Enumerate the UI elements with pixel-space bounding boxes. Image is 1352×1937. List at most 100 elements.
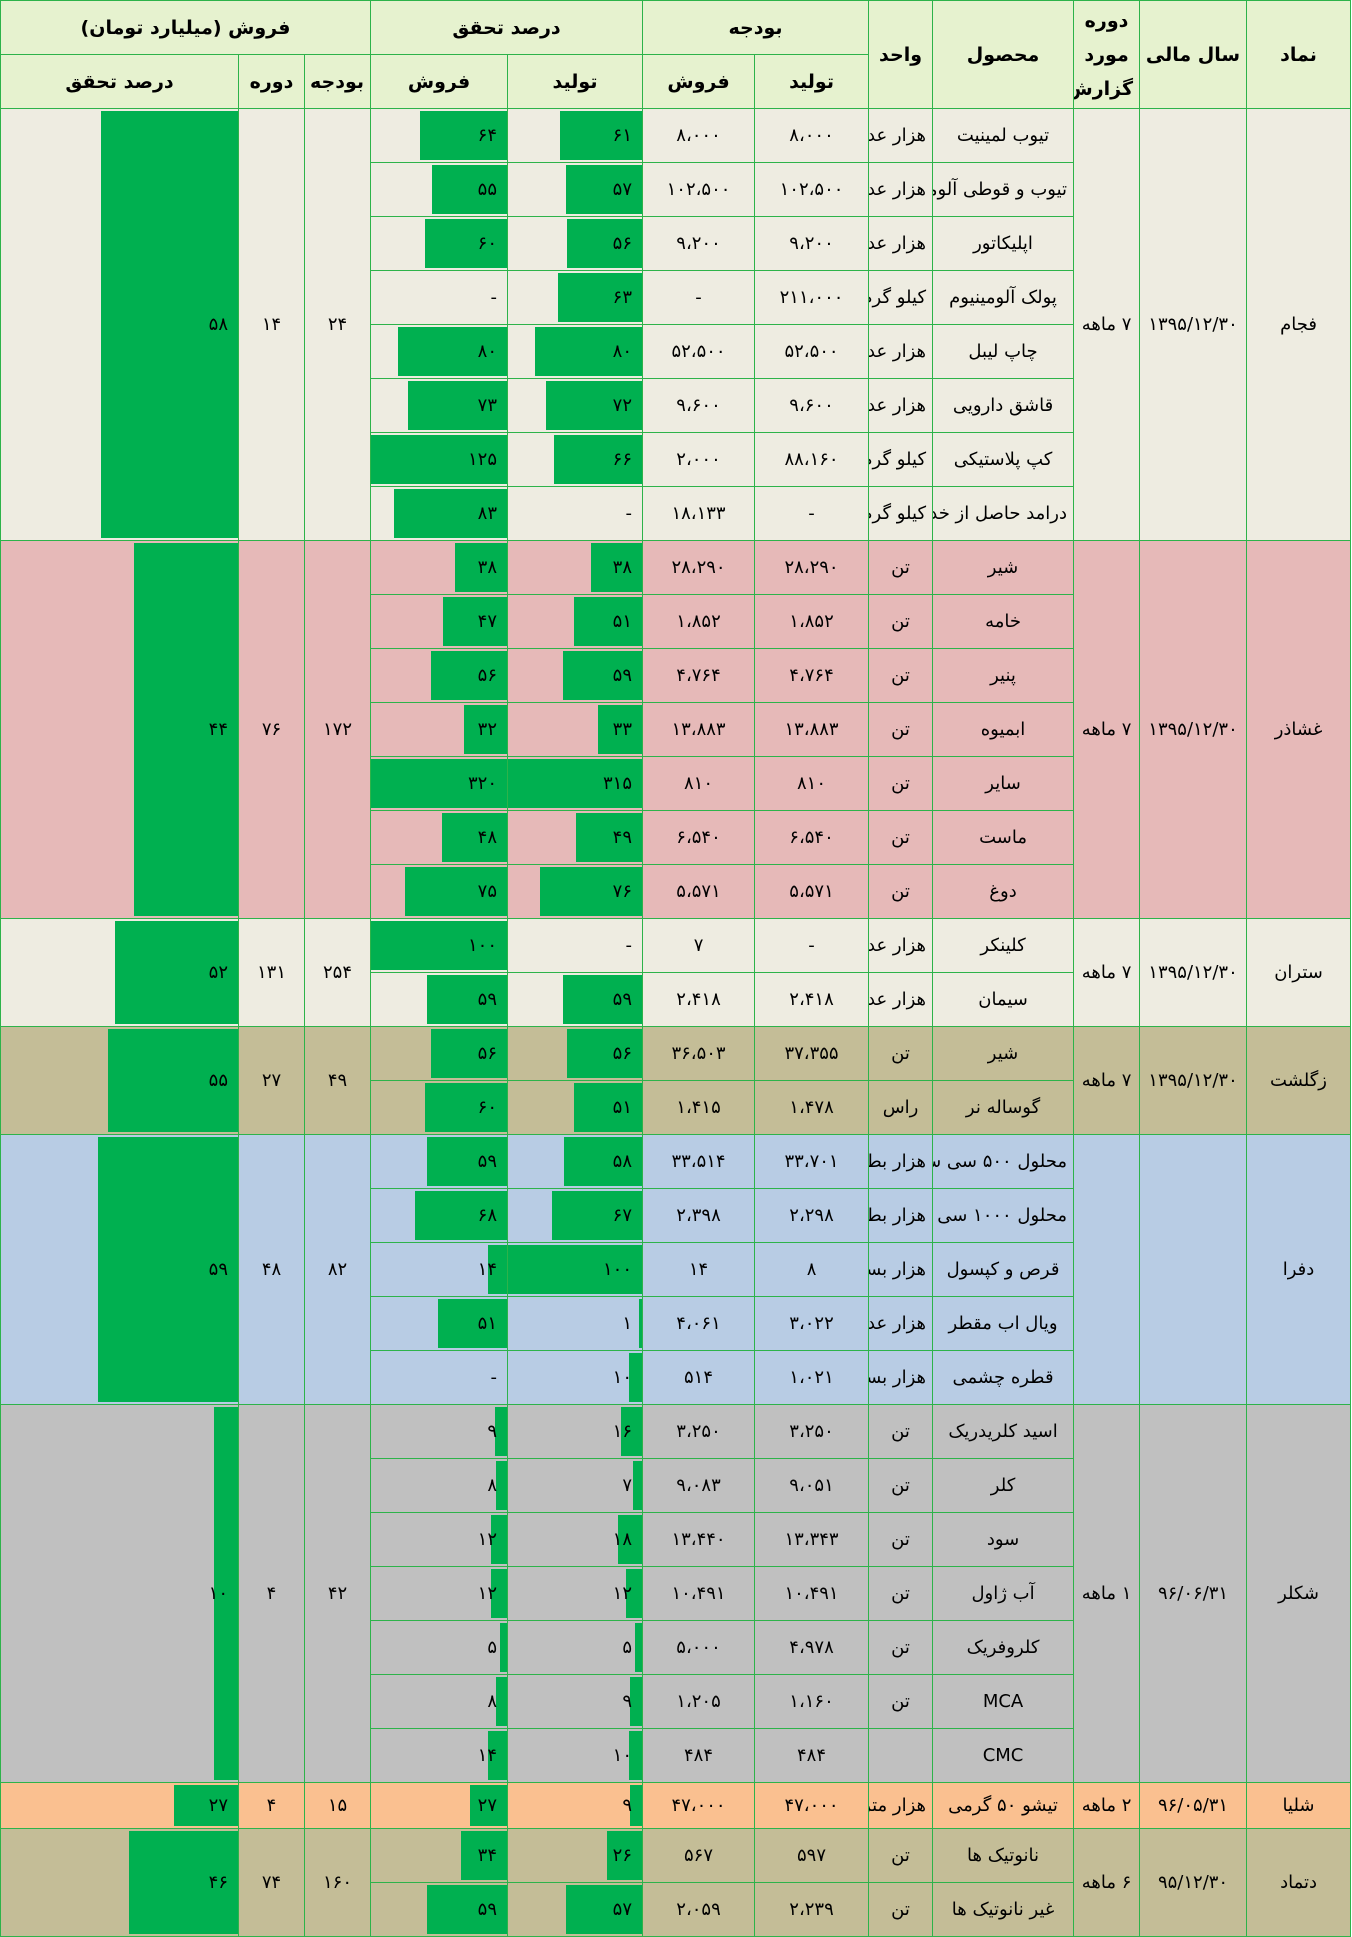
production-achievement-cell: ۱۸ bbox=[507, 1512, 644, 1567]
budget-sales-cell: ۸۱۰ bbox=[642, 756, 756, 811]
unit-cell: راس bbox=[868, 1080, 934, 1135]
sales-achievement-cell-value: ۱۲ bbox=[477, 1529, 498, 1550]
header-unit: واحد bbox=[868, 0, 934, 109]
sales-achievement-cell: ۱۰۰ bbox=[370, 918, 509, 973]
production-achievement-cell: - bbox=[507, 918, 644, 973]
product-cell: اسید کلریدریک bbox=[932, 1404, 1075, 1459]
production-achievement-cell-value: ۱۰ bbox=[612, 1367, 633, 1388]
sales-budget-cell: ۴۹ bbox=[304, 1026, 372, 1135]
budget-sales-cell: ۵۲،۵۰۰ bbox=[642, 324, 756, 379]
sales-budget-cell: ۲۴ bbox=[304, 108, 372, 541]
sales-achievement-cell: ۸ bbox=[370, 1674, 509, 1729]
sales-total-achievement-cell: ۴۶ bbox=[0, 1828, 240, 1937]
header-achievement-production: تولید bbox=[507, 54, 644, 109]
unit-cell: تن bbox=[868, 1404, 934, 1459]
product-cell: نانوتیک ها bbox=[932, 1828, 1075, 1883]
budget-sales-cell: ۵۶۷ bbox=[642, 1828, 756, 1883]
production-achievement-cell-bar bbox=[540, 867, 642, 916]
sales-total-achievement-cell-bar bbox=[114, 921, 238, 1024]
production-achievement-cell: ۱۰ bbox=[507, 1350, 644, 1405]
sales-achievement-cell-bar bbox=[496, 1677, 507, 1726]
unit-cell bbox=[868, 1728, 934, 1783]
unit-cell: هزار عدد bbox=[868, 324, 934, 379]
product-cell: گوساله نر bbox=[932, 1080, 1075, 1135]
period-cell: ۷ ماهه bbox=[1073, 108, 1141, 541]
budget-production-cell: ۱۰،۴۹۱ bbox=[754, 1566, 870, 1621]
sales-achievement-cell-bar bbox=[371, 435, 507, 484]
production-achievement-cell: ۷۲ bbox=[507, 378, 644, 433]
sales-period-cell: ۴ bbox=[238, 1404, 306, 1783]
sales-achievement-cell-value: ۷۵ bbox=[477, 881, 498, 902]
budget-production-cell: ۱۳،۸۸۳ bbox=[754, 702, 870, 757]
sales-total-achievement-cell-value: ۲۷ bbox=[208, 1795, 229, 1816]
sales-total-achievement-cell-bar bbox=[100, 111, 238, 538]
budget-sales-cell: ۱،۴۱۵ bbox=[642, 1080, 756, 1135]
product-cell: پولک آلومینیوم bbox=[932, 270, 1075, 325]
sales-period-cell: ۱۴ bbox=[238, 108, 306, 541]
product-cell: MCA bbox=[932, 1674, 1075, 1729]
unit-cell: تن bbox=[868, 1882, 934, 1937]
production-achievement-cell: ۱۰۰ bbox=[507, 1242, 644, 1297]
sales-total-achievement-cell-bar bbox=[174, 1785, 238, 1826]
production-achievement-cell-value: ۹ bbox=[622, 1691, 633, 1712]
sales-achievement-cell-bar bbox=[398, 327, 507, 376]
production-achievement-cell: ۵۶ bbox=[507, 216, 644, 271]
budget-production-cell: - bbox=[754, 486, 870, 541]
sales-achievement-cell: - bbox=[370, 270, 509, 325]
sales-achievement-cell-bar bbox=[430, 1029, 507, 1078]
sales-achievement-cell-value: ۱۴ bbox=[477, 1259, 498, 1280]
production-achievement-cell: ۱۲ bbox=[507, 1566, 644, 1621]
budget-production-cell: ۱۳،۳۴۳ bbox=[754, 1512, 870, 1567]
product-cell: پنیر bbox=[932, 648, 1075, 703]
sales-total-achievement-cell-bar bbox=[129, 1831, 238, 1934]
sales-achievement-cell-value: ۴۸ bbox=[477, 827, 498, 848]
sales-achievement-cell-bar bbox=[460, 1831, 507, 1880]
production-achievement-cell-value: ۵۹ bbox=[612, 665, 633, 686]
product-cell: شیر bbox=[932, 1026, 1075, 1081]
budget-production-cell: ۴۸۴ bbox=[754, 1728, 870, 1783]
unit-cell: تن bbox=[868, 1674, 934, 1729]
unit-cell: هزار عدد bbox=[868, 378, 934, 433]
period-cell: ۲ ماهه bbox=[1073, 1782, 1141, 1829]
product-cell: کلر bbox=[932, 1458, 1075, 1513]
production-achievement-cell: ۸۰ bbox=[507, 324, 644, 379]
production-achievement-cell-value: ۶۶ bbox=[612, 449, 633, 470]
production-achievement-cell-value: ۳۳ bbox=[612, 719, 633, 740]
sales-achievement-cell-value: ۱۲۵ bbox=[468, 449, 498, 470]
sales-achievement-cell: ۱۲ bbox=[370, 1566, 509, 1621]
product-cell: دوغ bbox=[932, 864, 1075, 919]
fiscal-year-cell: ۹۶/۰۶/۳۱ bbox=[1139, 1404, 1248, 1783]
header-achievement-sales: فروش bbox=[370, 54, 509, 109]
header-symbol: نماد bbox=[1246, 0, 1352, 109]
sales-total-achievement-cell-value: ۴۶ bbox=[208, 1872, 229, 1893]
product-cell: محلول ۵۰۰ سی سی bbox=[932, 1134, 1075, 1189]
budget-production-cell: ۴،۹۷۸ bbox=[754, 1620, 870, 1675]
sales-achievement-cell: ۱۲ bbox=[370, 1512, 509, 1567]
budget-production-cell: ۲،۲۹۸ bbox=[754, 1188, 870, 1243]
symbol-cell: شلیا bbox=[1246, 1782, 1352, 1829]
production-achievement-cell: ۳۸ bbox=[507, 540, 644, 595]
header-sales-achievement: درصد تحقق bbox=[0, 54, 240, 109]
budget-sales-cell: ۸،۰۰۰ bbox=[642, 108, 756, 163]
sales-achievement-cell-bar bbox=[500, 1623, 507, 1672]
budget-production-cell: ۸۸،۱۶۰ bbox=[754, 432, 870, 487]
fiscal-year-cell: ۱۳۹۵/۱۲/۳۰ bbox=[1139, 918, 1248, 1027]
production-achievement-cell-bar bbox=[639, 1299, 642, 1348]
sales-achievement-cell: ۲۷ bbox=[370, 1782, 509, 1829]
budget-production-cell: ۱،۸۵۲ bbox=[754, 594, 870, 649]
unit-cell: هزار بسته bbox=[868, 1242, 934, 1297]
sales-achievement-cell-value: ۳۲ bbox=[477, 719, 498, 740]
table-row: شلیا ۹۶/۰۵/۳۱ ۲ ماهه تیشو ۵۰ گرمی هزار متر ۴۷… bbox=[0, 1782, 1352, 1829]
production-achievement-cell-value: ۸۰ bbox=[612, 341, 633, 362]
budget-production-cell: ۸،۰۰۰ bbox=[754, 108, 870, 163]
header-budget-sales: فروش bbox=[642, 54, 756, 109]
production-achievement-cell: ۱۰ bbox=[507, 1728, 644, 1783]
budget-sales-cell: ۹،۶۰۰ bbox=[642, 378, 756, 433]
sales-achievement-cell: ۷۳ bbox=[370, 378, 509, 433]
production-achievement-cell: ۹ bbox=[507, 1674, 644, 1729]
header-fiscal-year: سال مالی bbox=[1139, 0, 1248, 109]
sales-achievement-cell: ۶۰ bbox=[370, 216, 509, 271]
sales-achievement-cell-value: ۴۷ bbox=[477, 611, 498, 632]
